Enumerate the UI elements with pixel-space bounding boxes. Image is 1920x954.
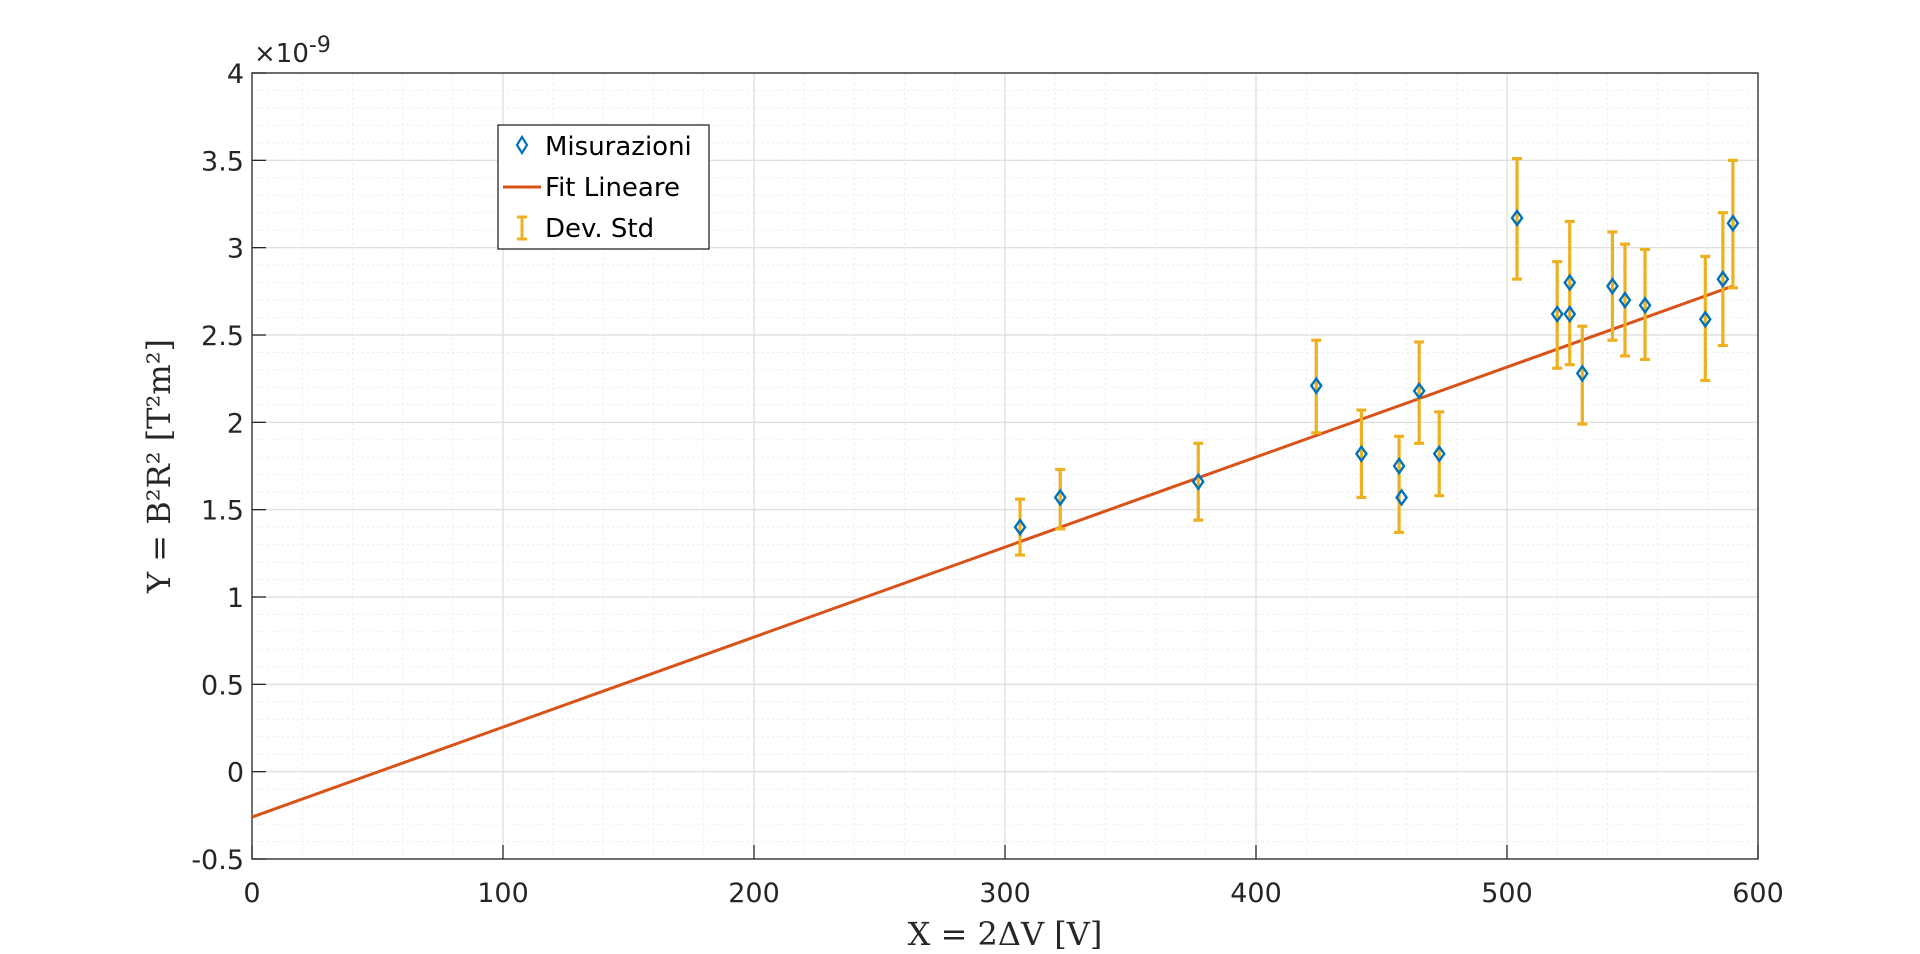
x-tick-label: 100 <box>477 878 529 909</box>
data-point-marker <box>1563 304 1577 324</box>
x-tick-label: 400 <box>1230 878 1282 909</box>
x-axis-ticks: 0 100 200 300 400 500 600 <box>243 845 1784 909</box>
data-point-marker <box>1392 456 1406 476</box>
data-point-marker <box>1550 304 1564 324</box>
y-tick-label: 3 <box>227 234 244 265</box>
error-bar <box>1727 158 1738 290</box>
x-axis-label: X = 2ΔV [V] <box>908 915 1103 953</box>
legend-marker-icon <box>515 134 529 156</box>
error-bar <box>1717 211 1728 348</box>
error-bar <box>1015 497 1026 557</box>
y-tick-label: 4 <box>227 59 244 90</box>
error-bar <box>1193 441 1204 522</box>
data-point-marker <box>1605 277 1619 296</box>
y-tick-label: 2.5 <box>201 321 244 352</box>
data-point-marker <box>1575 364 1589 383</box>
x-tick-label: 300 <box>979 878 1031 909</box>
data-point-marker <box>1510 208 1524 228</box>
data-point-marker <box>1412 381 1426 400</box>
error-bar <box>1552 260 1563 370</box>
data-point-marker <box>1013 518 1027 537</box>
y-tick-label: 0.5 <box>201 670 244 701</box>
legend: Misurazioni Fit Lineare Dev. Std <box>497 124 710 250</box>
error-bar <box>1512 156 1523 281</box>
error-bar <box>1640 247 1651 362</box>
data-point-marker <box>1053 488 1067 507</box>
error-bar <box>1700 254 1711 383</box>
error-bar <box>1607 230 1618 342</box>
data-point-marker <box>1638 296 1652 315</box>
data-point-marker <box>1191 472 1205 491</box>
error-bar <box>1564 219 1575 367</box>
chart-marks <box>251 156 1740 819</box>
error-bar <box>1356 408 1367 500</box>
y-axis-ticks: -0.5 0 0.5 1 1.5 2 2.5 3 3.5 4 <box>191 59 266 876</box>
error-bar <box>1055 467 1066 531</box>
y-tick-label: -0.5 <box>191 845 244 876</box>
data-point-marker <box>1563 273 1577 292</box>
legend-errorbar-icon <box>517 215 527 241</box>
error-bar <box>1434 410 1445 498</box>
error-bar <box>1311 338 1322 435</box>
x-tick-label: 600 <box>1732 878 1784 909</box>
data-point-marker <box>1716 270 1730 289</box>
x-tick-label: 500 <box>1481 878 1533 909</box>
legend-label-misurazioni: Misurazioni <box>545 132 692 162</box>
data-point-marker <box>1309 376 1323 395</box>
y-axis-label: Y = B²R² [T²m²] <box>140 339 178 594</box>
legend-label-dev-std: Dev. Std <box>545 214 654 244</box>
data-point-marker <box>1698 310 1712 329</box>
error-bar <box>1414 340 1425 445</box>
x-tick-label: 200 <box>728 878 780 909</box>
error-bar <box>1577 324 1588 426</box>
y-exponent-power: -9 <box>309 33 331 58</box>
data-point-marker <box>1618 291 1632 310</box>
fit-line <box>251 284 1734 819</box>
legend-label-fit-lineare: Fit Lineare <box>545 173 680 203</box>
data-point-marker <box>1395 488 1409 507</box>
data-point-marker <box>1354 444 1368 463</box>
y-tick-label: 1.5 <box>201 496 244 527</box>
error-bar <box>1394 434 1405 534</box>
y-tick-label: 1 <box>227 583 244 614</box>
error-bar <box>1619 242 1630 358</box>
y-exponent-label: ×10-9 <box>254 33 331 69</box>
x-tick-label: 0 <box>243 878 260 909</box>
y-tick-label: 0 <box>227 758 244 789</box>
data-point-marker <box>1432 444 1446 463</box>
y-tick-label: 3.5 <box>201 146 244 177</box>
data-point-marker <box>1726 214 1740 233</box>
y-tick-label: 2 <box>227 408 244 439</box>
